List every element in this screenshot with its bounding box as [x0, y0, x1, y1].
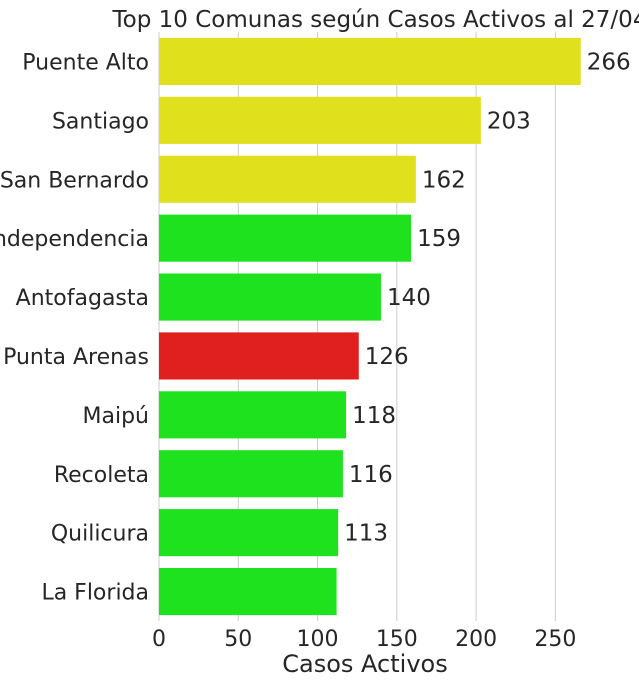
category-label: Santiago	[52, 109, 149, 134]
value-label: 126	[365, 344, 409, 370]
bar	[159, 391, 347, 439]
bar	[159, 37, 581, 86]
x-tick-label: 200	[455, 627, 497, 652]
category-label: Maipú	[83, 404, 149, 429]
value-label: 118	[352, 403, 396, 429]
bar	[159, 155, 416, 203]
value-label: 266	[587, 49, 631, 75]
value-label: 203	[487, 108, 531, 134]
bar	[159, 450, 343, 498]
x-axis-label: Casos Activos	[282, 650, 447, 678]
category-label: Quilicura	[51, 522, 149, 547]
bar	[159, 273, 381, 321]
bars	[159, 37, 581, 616]
chart-title: Top 10 Comunas según Casos Activos al 27…	[112, 7, 639, 33]
category-label: Recoleta	[54, 463, 149, 488]
bar	[159, 567, 337, 616]
x-axis-ticks: 0 50 100 150 200 250	[152, 627, 576, 652]
category-label: Independencia	[0, 227, 149, 252]
bar	[159, 509, 339, 557]
category-label: San Bernardo	[0, 168, 149, 193]
category-label: La Florida	[41, 581, 149, 606]
bar	[159, 214, 412, 262]
x-tick-label: 250	[534, 627, 576, 652]
bar	[159, 96, 481, 144]
category-label: Antofagasta	[16, 286, 149, 311]
bar	[159, 332, 359, 380]
value-labels: 266 203 162 159 140 126 118 116 113	[344, 49, 630, 546]
value-label: 116	[349, 462, 393, 488]
category-labels: Puente Alto Santiago San Bernardo Independe…	[0, 50, 149, 605]
x-tick-label: 0	[152, 627, 166, 652]
category-label: Puente Alto	[22, 50, 149, 75]
value-label: 162	[422, 167, 466, 193]
value-label: 159	[417, 226, 461, 252]
value-label: 113	[344, 521, 388, 547]
value-label: 140	[387, 285, 431, 311]
x-tick-label: 100	[297, 627, 339, 652]
category-label: Punta Arenas	[3, 345, 149, 370]
x-tick-label: 50	[224, 627, 252, 652]
x-tick-label: 150	[376, 627, 418, 652]
